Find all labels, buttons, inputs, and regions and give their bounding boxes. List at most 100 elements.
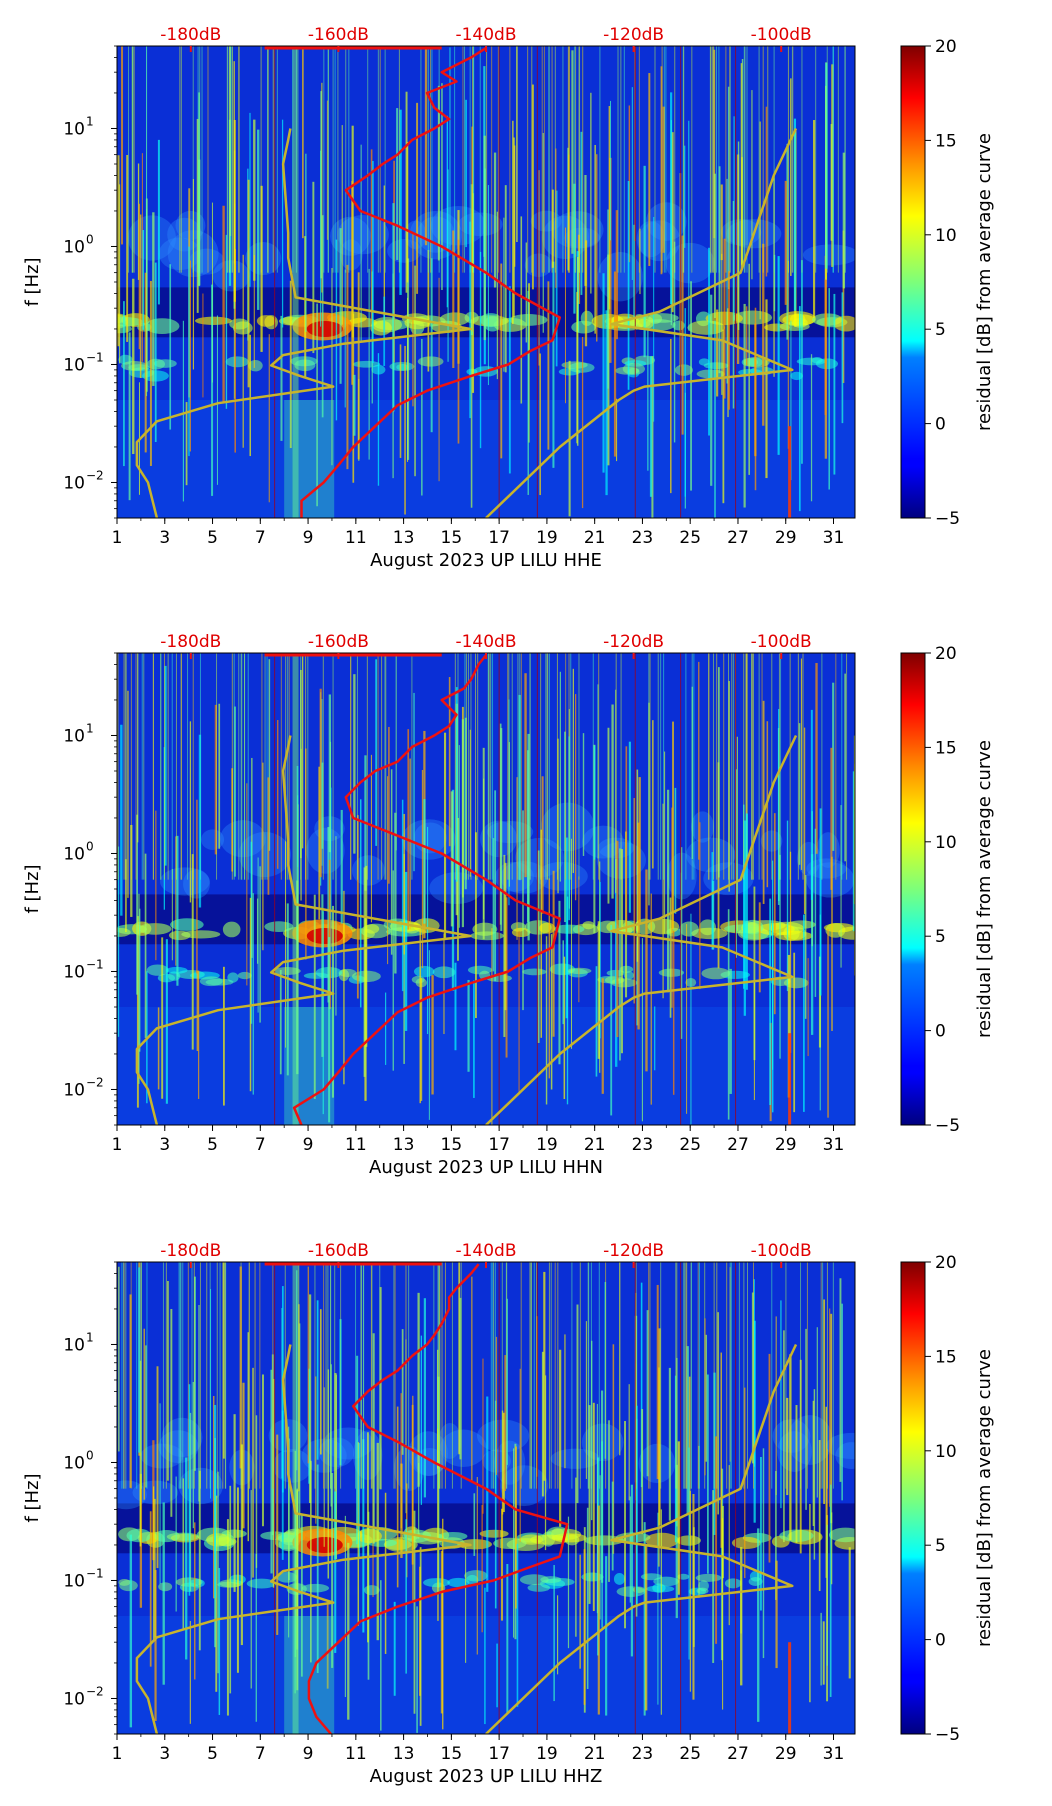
y-tick-label: 10	[63, 726, 85, 746]
x-axis-label: August 2023 UP LILU HHN	[369, 1157, 603, 1178]
colorbar-tick-label: 0	[935, 1022, 946, 1042]
series-nhnm	[485, 127, 798, 518]
x-tick-label: 23	[632, 1744, 654, 1764]
x-tick-label: 19	[536, 528, 558, 548]
colorbar-tick-label: 0	[935, 415, 946, 435]
db-tick-label: -100dB	[751, 632, 812, 652]
y-axis-label: f [Hz]	[22, 1473, 43, 1522]
series-nlnm	[135, 735, 472, 1125]
x-tick-label: 17	[488, 1744, 510, 1764]
y-tick-label: 10	[63, 473, 85, 493]
colorbar: 20 15 10 5 0 −5 residual [dB] from average cur…	[900, 37, 995, 529]
x-tick-label: 7	[255, 1744, 266, 1764]
y-tick-label: 10	[63, 1080, 85, 1100]
x-tick-label: 15	[441, 1135, 463, 1155]
series-nhnm	[485, 734, 798, 1125]
x-tick-label: 25	[679, 528, 701, 548]
colorbar-tick-label: −5	[935, 509, 960, 529]
x-tick-label: 27	[727, 1744, 749, 1764]
x-tick-label: 21	[584, 1135, 606, 1155]
heatmap-image	[117, 1262, 855, 1734]
series-psd-curve	[307, 1263, 569, 1734]
x-tick-label: 13	[393, 1744, 415, 1764]
x-tick-label: 29	[775, 1744, 797, 1764]
y-tick-label: 10	[63, 119, 85, 139]
db-tick-label: -180dB	[160, 632, 221, 652]
y-axis-label: f [Hz]	[22, 864, 43, 913]
colorbar-label: residual [dB] from average curve	[974, 133, 995, 431]
x-tick-label: 15	[441, 1744, 463, 1764]
y-axis-label: f [Hz]	[22, 257, 43, 306]
x-tick-label: 31	[823, 1744, 845, 1764]
series-psd-curve	[292, 654, 562, 1125]
x-tick-label: 13	[393, 1135, 415, 1155]
colorbar-label: residual [dB] from average curve	[974, 740, 995, 1038]
x-tick-label: 23	[632, 528, 654, 548]
x-tick-label: 11	[345, 1744, 367, 1764]
colorbar-tick-label: −5	[935, 1725, 960, 1745]
x-tick-label: 5	[207, 1744, 218, 1764]
colorbar-tick-label: 5	[935, 320, 946, 340]
x-axis-label: August 2023 UP LILU HHE	[370, 550, 602, 571]
x-tick-label: 17	[488, 528, 510, 548]
db-tick-label: -120dB	[603, 1241, 664, 1261]
colorbar-tick-label: −5	[935, 1116, 960, 1136]
x-tick-label: 29	[775, 528, 797, 548]
y-tick-label: 10	[63, 1571, 85, 1591]
colorbar-tick-label: 15	[935, 131, 957, 151]
x-tick-label: 1	[112, 1135, 123, 1155]
x-tick-label: 9	[303, 528, 314, 548]
x-tick-label: 1	[112, 1744, 123, 1764]
y-tick-exponent: 1	[86, 114, 94, 128]
x-tick-label: 27	[727, 1135, 749, 1155]
colorbar-tick-label: 5	[935, 1536, 946, 1556]
y-tick-exponent: 1	[86, 721, 94, 735]
heatmap-image	[117, 46, 855, 518]
x-tick-label: 21	[584, 1744, 606, 1764]
colorbar-tick-label: 10	[935, 226, 957, 246]
colorbar-tick-label: 10	[935, 833, 957, 853]
x-tick-label: 9	[303, 1744, 314, 1764]
x-tick-label: 25	[679, 1744, 701, 1764]
db-tick-label: -180dB	[160, 25, 221, 45]
series-nlnm	[135, 1344, 472, 1734]
x-axis-label: August 2023 UP LILU HHZ	[370, 1766, 603, 1787]
y-tick-exponent: 0	[86, 839, 94, 853]
x-tick-label: 13	[393, 528, 415, 548]
y-tick-exponent: −2	[86, 1684, 104, 1698]
db-tick-label: -120dB	[603, 25, 664, 45]
y-tick-label: 10	[63, 1453, 85, 1473]
x-tick-label: 11	[345, 1135, 367, 1155]
series-psd-curve	[300, 47, 562, 518]
db-tick-label: -120dB	[603, 632, 664, 652]
db-tick-label: -140dB	[455, 1241, 516, 1261]
db-tick-label: -140dB	[455, 25, 516, 45]
y-tick-exponent: −2	[86, 1075, 104, 1089]
colorbar-tick-label: 10	[935, 1442, 957, 1462]
db-tick-label: -160dB	[308, 632, 369, 652]
x-tick-label: 9	[303, 1135, 314, 1155]
db-tick-label: -140dB	[455, 632, 516, 652]
x-tick-label: 15	[441, 528, 463, 548]
y-tick-exponent: 1	[86, 1330, 94, 1344]
y-tick-exponent: 0	[86, 232, 94, 246]
colorbar-tick-label: 15	[935, 1347, 957, 1367]
colorbar-tick-label: 20	[935, 37, 957, 57]
colorbar-tick-label: 5	[935, 927, 946, 947]
db-tick-label: -160dB	[308, 25, 369, 45]
x-tick-label: 29	[775, 1135, 797, 1155]
y-tick-label: 10	[63, 1335, 85, 1355]
colorbar: 20 15 10 5 0 −5 residual [dB] from average cur…	[900, 1253, 995, 1745]
x-tick-label: 3	[159, 1744, 170, 1764]
y-tick-exponent: −1	[86, 350, 104, 364]
db-tick-label: -100dB	[751, 1241, 812, 1261]
y-tick-exponent: −1	[86, 1566, 104, 1580]
y-tick-label: 10	[63, 962, 85, 982]
x-tick-label: 31	[823, 1135, 845, 1155]
x-tick-label: 23	[632, 1135, 654, 1155]
x-tick-label: 3	[159, 1135, 170, 1155]
